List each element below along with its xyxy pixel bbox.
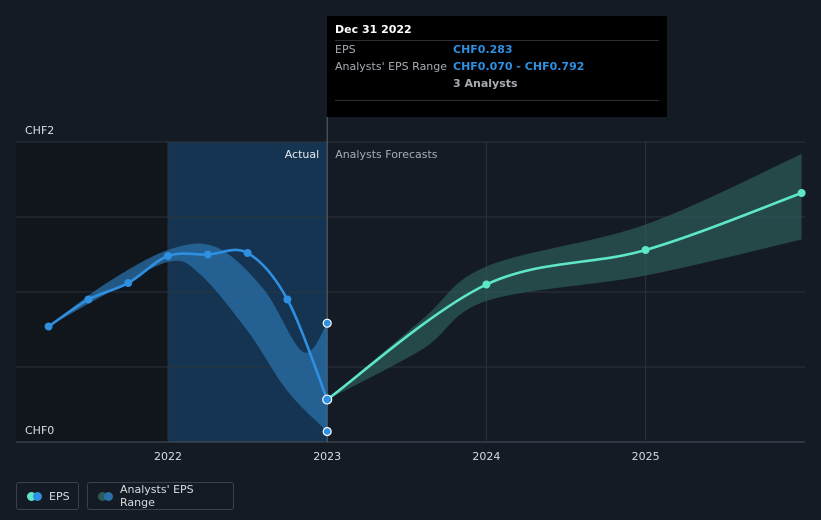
legend-eps[interactable]: EPS [16,482,79,510]
tooltip-date: Dec 31 2022 [335,23,412,36]
eps-point-actual [44,322,53,331]
eps-range-actual [48,243,328,432]
legend-eps-label: EPS [49,489,70,503]
tooltip-eps-label: EPS [335,43,356,56]
legend-eps-range[interactable]: Analysts' EPS Range [87,482,234,510]
eps-point-forecast [797,189,806,197]
eps-point-forecast [482,280,491,289]
eps-range-legend-icon [98,491,113,501]
eps-point-forecast [641,246,650,254]
eps-tooltip: Dec 31 2022 EPS CHF0.283 Analysts' EPS R… [327,16,667,117]
eps-point-actual [164,252,172,260]
eps-range-bound-point [322,426,332,437]
eps-range-bound-point [322,318,332,328]
eps-point-selected [322,394,333,405]
tooltip-range-value: CHF0.070 - CHF0.792 [453,60,585,73]
y-tick-label: CHF2 [25,124,54,137]
tooltip-analyst-count: 3 Analysts [453,77,518,90]
eps-point-actual [124,279,133,287]
x-tick-label: 2023 [313,450,341,463]
actual-label: Actual [285,148,319,161]
x-tick-label: 2025 [632,450,660,463]
x-tick-label: 2024 [472,450,500,463]
x-tick-label: 2022 [154,450,182,463]
legend-range-label: Analysts' EPS Range [120,483,194,509]
forecast-label: Analysts Forecasts [335,148,438,161]
y-tick-label: CHF0 [25,424,54,437]
eps-point-actual [243,249,252,257]
eps-point-actual [283,295,292,304]
eps-line-forecast [326,191,803,401]
tooltip-range-label: Analysts' EPS Range [335,60,448,73]
eps-point-actual [203,250,212,259]
eps-point-actual [84,295,93,304]
eps-range-forecast [327,154,802,400]
eps-legend-icon [27,491,42,501]
tooltip-eps-value: CHF0.283 [453,43,513,56]
